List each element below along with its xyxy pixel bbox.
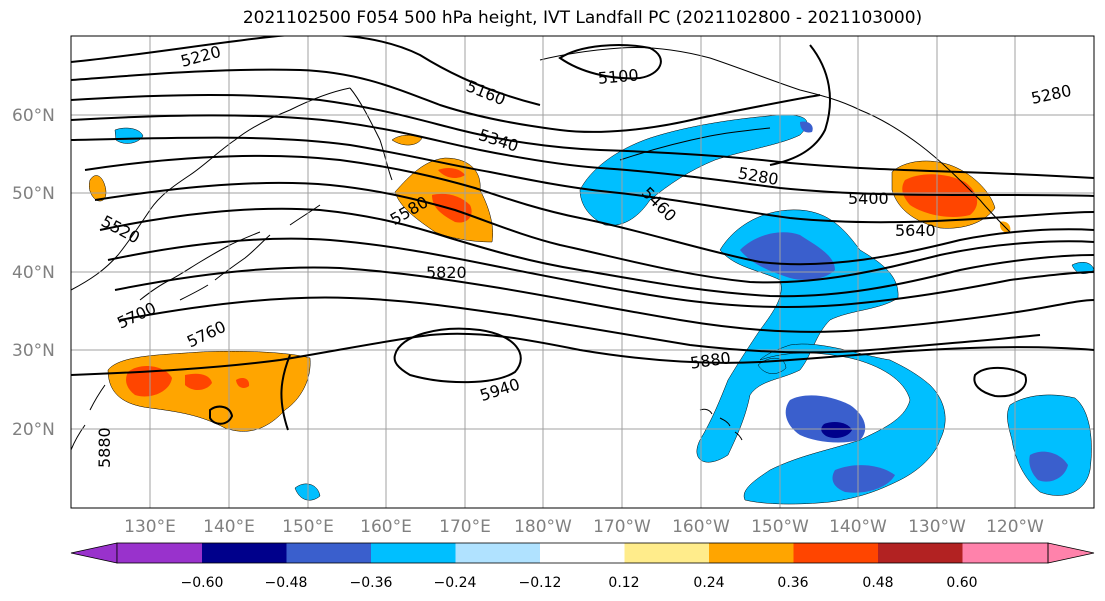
contour-line <box>393 327 522 384</box>
positive-region-kuroshio-core <box>126 366 172 397</box>
coast-asia <box>71 87 351 291</box>
map-title: 2021102500 F054 500 hPa height, IVT Land… <box>242 8 923 28</box>
colorbar-segment <box>117 543 202 563</box>
contour-line <box>99 207 1094 298</box>
lon-tick-label: 150°W <box>751 517 809 537</box>
contour-label: 5880 <box>95 427 114 468</box>
lon-ticks: 130°E 140°E 150°E 160°E 170°E 180°W 170°… <box>124 517 1044 537</box>
negative-region-south-darkcore <box>821 422 852 438</box>
colorbar-tick-label: 0.24 <box>693 575 724 591</box>
contour-label: 5100 <box>597 65 639 87</box>
negative-region-subtropical-core <box>740 232 835 280</box>
lon-tick-label: 170°W <box>593 517 651 537</box>
contour-label: 5820 <box>426 263 467 282</box>
colorbar-extend-min <box>70 542 118 564</box>
lat-tick-label: 50°N <box>12 184 55 204</box>
positive-region-kuroshio-core2 <box>185 373 212 391</box>
coast-philippines <box>71 384 106 451</box>
contour-line <box>107 237 1094 308</box>
colorbar-tick-label: 0.48 <box>862 575 893 591</box>
colorbar-tick-labels: −0.60 −0.48 −0.36 −0.24 −0.12 0.12 0.24 … <box>181 575 978 591</box>
colorbar-tick-label: −0.12 <box>519 575 562 591</box>
lon-tick-label: 130°E <box>124 517 176 537</box>
lat-tick-label: 60°N <box>12 106 55 126</box>
lat-tick-label: 30°N <box>12 341 55 361</box>
contour-line <box>71 94 1094 179</box>
lon-tick-label: 180°W <box>514 517 572 537</box>
colorbar-segment <box>371 543 456 563</box>
negative-region-gulf-core <box>800 121 813 133</box>
colorbar-segment <box>624 543 710 563</box>
positive-region-northpacific-core2 <box>438 167 465 178</box>
lon-tick-label: 130°W <box>908 517 966 537</box>
map-frame <box>70 35 1095 509</box>
contour-line <box>973 366 1027 398</box>
contour-line <box>71 114 1094 197</box>
contour-line <box>71 136 1094 224</box>
contour-label: 5640 <box>895 221 936 240</box>
lat-tick-label: 20°N <box>12 420 55 440</box>
negative-region-east <box>1007 394 1092 496</box>
colorbar: −0.60 −0.48 −0.36 −0.24 −0.12 0.12 0.24 … <box>70 542 1095 591</box>
colorbar-segments <box>70 542 1095 564</box>
contour-line <box>114 266 1094 333</box>
colorbar-segment <box>540 543 625 563</box>
colorbar-segment <box>793 543 879 563</box>
colorbar-tick-label: 0.36 <box>777 575 808 591</box>
contour-line <box>71 332 1094 376</box>
colorbar-tick-label: 0.60 <box>946 575 977 591</box>
contour-line <box>558 44 662 80</box>
contour-line <box>280 354 291 431</box>
lat-tick-label: 40°N <box>12 263 55 283</box>
lat-ticks: 60°N 50°N 40°N 30°N 20°N <box>12 106 55 440</box>
lon-tick-label: 150°E <box>282 517 334 537</box>
lon-tick-label: 160°W <box>672 517 730 537</box>
negative-region-south-core2 <box>832 465 895 493</box>
lon-tick-label: 160°E <box>360 517 412 537</box>
negative-region-south <box>743 343 946 505</box>
positive-region-kuroshio-core3 <box>236 378 250 388</box>
negative-region-small2 <box>1071 262 1094 274</box>
height-contours <box>71 36 1094 431</box>
colorbar-tick-label: 0.12 <box>608 575 639 591</box>
colorbar-segment <box>709 543 794 563</box>
contour-label: 5400 <box>848 189 889 208</box>
coast-kamchatka <box>349 87 393 181</box>
colorbar-segment <box>202 543 287 563</box>
contour-line <box>119 296 1041 354</box>
colorbar-segment <box>962 543 1048 563</box>
colorbar-segment <box>286 543 372 563</box>
colorbar-segment <box>455 543 541 563</box>
colorbar-segment <box>878 543 963 563</box>
colorbar-tick-label: −0.60 <box>181 575 224 591</box>
negative-region-east-core <box>1029 451 1068 482</box>
contour-line <box>94 181 1094 284</box>
colorbar-tick-label: −0.48 <box>265 575 308 591</box>
colorbar-frame <box>116 542 1049 564</box>
colorbar-tick-label: −0.24 <box>434 575 477 591</box>
lon-tick-label: 140°E <box>203 517 255 537</box>
contour-line <box>769 44 831 166</box>
ivt-negative-regions <box>114 114 1094 505</box>
contour-line <box>209 405 234 425</box>
colorbar-tick-label: −0.36 <box>350 575 393 591</box>
colorbar-extend-max <box>1047 542 1095 564</box>
lon-tick-label: 170°E <box>439 517 491 537</box>
contour-line <box>84 154 1094 266</box>
contour-line <box>71 36 541 106</box>
lon-tick-label: 140°W <box>829 517 887 537</box>
lon-tick-label: 120°W <box>986 517 1044 537</box>
graticule <box>71 36 1094 508</box>
negative-region-gulf <box>579 114 808 226</box>
contour-line <box>71 68 821 133</box>
